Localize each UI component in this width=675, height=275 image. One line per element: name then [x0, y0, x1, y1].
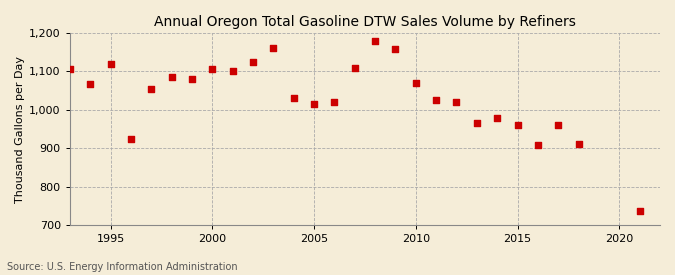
Point	[126, 136, 136, 141]
Point	[166, 75, 177, 79]
Point	[350, 65, 360, 70]
Point	[105, 62, 116, 66]
Point	[370, 39, 381, 43]
Point	[410, 81, 421, 85]
Point	[268, 46, 279, 51]
Point	[329, 100, 340, 104]
Point	[390, 47, 401, 51]
Point	[573, 142, 584, 147]
Point	[492, 116, 503, 120]
Point	[471, 121, 482, 125]
Point	[207, 67, 217, 72]
Point	[431, 98, 441, 102]
Y-axis label: Thousand Gallons per Day: Thousand Gallons per Day	[15, 56, 25, 203]
Point	[248, 60, 259, 64]
Point	[64, 67, 75, 72]
Point	[512, 123, 523, 127]
Point	[553, 123, 564, 127]
Point	[146, 87, 157, 91]
Point	[533, 143, 543, 147]
Text: Source: U.S. Energy Information Administration: Source: U.S. Energy Information Administ…	[7, 262, 238, 272]
Point	[634, 208, 645, 213]
Point	[308, 102, 319, 106]
Point	[85, 81, 96, 86]
Point	[451, 100, 462, 104]
Title: Annual Oregon Total Gasoline DTW Sales Volume by Refiners: Annual Oregon Total Gasoline DTW Sales V…	[154, 15, 576, 29]
Point	[288, 96, 299, 100]
Point	[186, 77, 197, 81]
Point	[227, 69, 238, 74]
